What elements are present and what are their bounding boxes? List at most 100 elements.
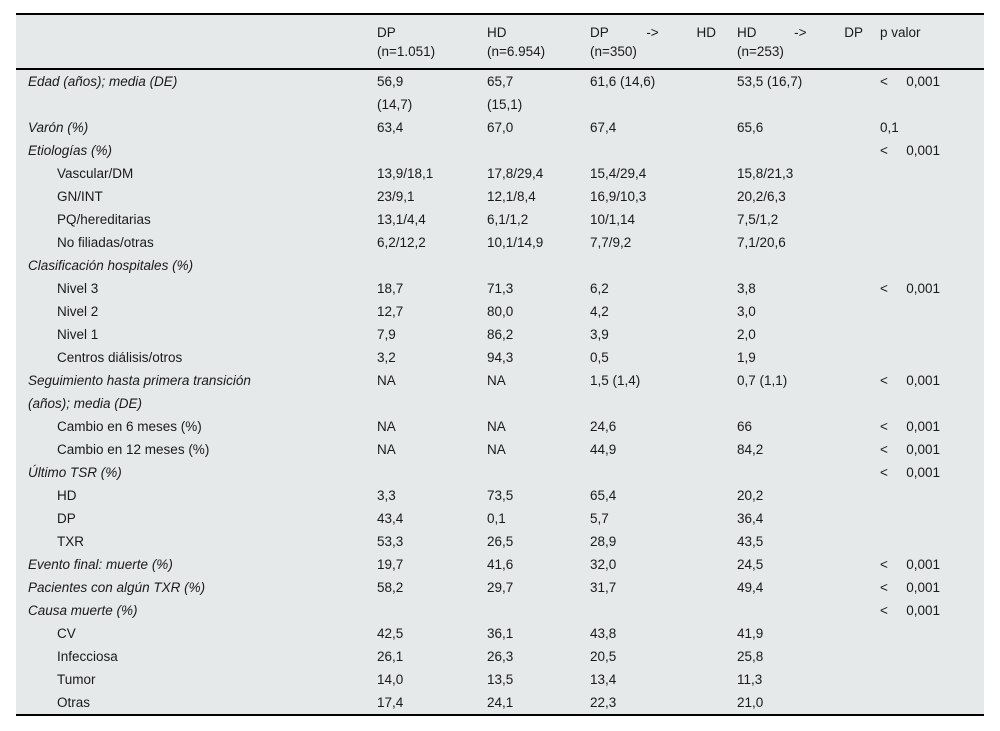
cell-p xyxy=(880,691,984,715)
table-row: Seguimiento hasta primera transición (añ… xyxy=(16,369,984,415)
cell-dp-hd xyxy=(590,461,737,484)
cell-dp: 6,2/12,2 xyxy=(377,235,426,250)
p-value: 0,1 xyxy=(880,120,899,135)
row-label: Edad (años); media (DE) xyxy=(28,74,178,89)
cell-hd: 94,3 xyxy=(487,350,514,365)
table-row: Varón (%) 63,4 67,0 67,4 65,6 0,1 xyxy=(16,116,984,139)
row-label: Evento final: muerte (%) xyxy=(28,557,173,572)
cell-p: < 0,001 xyxy=(880,553,984,576)
cell-p xyxy=(880,254,984,277)
cell-dp: 42,5 xyxy=(377,626,404,641)
table-row: Otras 17,4 24,1 22,3 21,0 xyxy=(16,691,984,715)
cell-dp: 3,3 xyxy=(377,488,396,503)
cell-hd-dp: 25,8 xyxy=(737,649,764,664)
p-value: < 0,001 xyxy=(880,281,940,296)
cell-hd: 12,1/8,4 xyxy=(487,189,536,204)
cell-hd: 67,0 xyxy=(487,120,514,135)
row-label: PQ/hereditarias xyxy=(57,212,151,227)
cell-dp-hd: 5,7 xyxy=(590,511,609,526)
cell-hd-dp xyxy=(737,599,880,622)
cell-hd-dp: 7,1/20,6 xyxy=(737,235,786,250)
table-row: TXR 53,3 26,5 28,9 43,5 xyxy=(16,530,984,553)
cell-dp: 58,2 xyxy=(377,580,404,595)
cell-p: < 0,001 xyxy=(880,576,984,599)
p-value: < 0,001 xyxy=(880,580,940,595)
row-label: TXR xyxy=(57,534,84,549)
table-row: No filiadas/otras 6,2/12,2 10,1/14,9 7,7… xyxy=(16,231,984,254)
cell-hd-dp: 20,2/6,3 xyxy=(737,189,786,204)
table-row: Pacientes con algún TXR (%) 58,2 29,7 31… xyxy=(16,576,984,599)
p-value: < 0,001 xyxy=(880,373,940,388)
row-label: Clasificación hospitales (%) xyxy=(28,258,194,273)
cell-dp-hd: 31,7 xyxy=(590,580,617,595)
cell-hd-dp: 43,5 xyxy=(737,534,764,549)
row-label: Pacientes con algún TXR (%) xyxy=(28,580,206,595)
row-label: Varón (%) xyxy=(28,120,89,135)
cell-hd-dp: 53,5 (16,7) xyxy=(737,74,803,89)
column-header-dp-to-hd: DP -> HD (n=350) xyxy=(590,14,737,70)
cell-hd: 10,1/14,9 xyxy=(487,235,544,250)
cell-dp-hd: 7,7/9,2 xyxy=(590,235,632,250)
cell-dp xyxy=(377,461,487,484)
cell-dp-hd: 61,6 (14,6) xyxy=(590,74,656,89)
cell-hd: 86,2 xyxy=(487,327,514,342)
table-row: Cambio en 12 meses (%) NA NA 44,9 84,2 <… xyxy=(16,438,984,461)
row-label: Nivel 1 xyxy=(57,327,99,342)
cell-dp-hd: 43,8 xyxy=(590,626,617,641)
cell-hd: 26,3 xyxy=(487,649,514,664)
cell-dp: 17,4 xyxy=(377,695,404,710)
row-label: Cambio en 12 meses (%) xyxy=(57,442,210,457)
table-row: Cambio en 6 meses (%) NA NA 24,6 66 < 0,… xyxy=(16,415,984,438)
cell-hd: 71,3 xyxy=(487,281,514,296)
cell-dp: 14,0 xyxy=(377,672,404,687)
cell-dp: 18,7 xyxy=(377,281,404,296)
cell-dp-hd: 22,3 xyxy=(590,695,617,710)
p-value: < 0,001 xyxy=(880,557,940,572)
row-label: No filiadas/otras xyxy=(57,235,154,250)
cell-dp-hd: 13,4 xyxy=(590,672,617,687)
cell-p xyxy=(880,484,984,507)
table-row: CV 42,5 36,1 43,8 41,9 xyxy=(16,622,984,645)
cell-p xyxy=(880,300,984,323)
table-row: Centros diálisis/otros 3,2 94,3 0,5 1,9 xyxy=(16,346,984,369)
cell-dp: NA xyxy=(377,373,396,388)
header-row: DP (n=1.051) HD (n=6.954) DP -> HD (n=35… xyxy=(16,14,984,70)
column-header-dp-n: (n=1.051) xyxy=(377,44,436,59)
cell-hd-dp xyxy=(737,254,880,277)
p-value: < 0,001 xyxy=(880,74,940,89)
table-row: Nivel 2 12,7 80,0 4,2 3,0 xyxy=(16,300,984,323)
cell-dp: 12,7 xyxy=(377,304,404,319)
row-label: Infecciosa xyxy=(57,649,118,664)
column-header-dp-to-hd-name: DP -> HD xyxy=(590,25,716,40)
cell-dp-hd xyxy=(590,254,737,277)
table-row: Nivel 3 18,7 71,3 6,2 3,8 < 0,001 xyxy=(16,277,984,300)
table-row: Edad (años); media (DE) 56,9 (14,7) 65,7… xyxy=(16,69,984,116)
cell-hd-dp: 21,0 xyxy=(737,695,764,710)
cell-dp-hd: 4,2 xyxy=(590,304,609,319)
cell-hd: 73,5 xyxy=(487,488,514,503)
cell-hd-dp: 36,4 xyxy=(737,511,764,526)
cell-p xyxy=(880,668,984,691)
cell-hd: 17,8/29,4 xyxy=(487,166,544,181)
cell-dp-hd: 20,5 xyxy=(590,649,617,664)
row-label: Vascular/DM xyxy=(57,166,134,181)
cell-dp xyxy=(377,254,487,277)
cell-hd-dp: 66 xyxy=(737,419,753,434)
cell-p xyxy=(880,622,984,645)
cell-hd: 0,1 xyxy=(487,511,506,526)
row-label: Tumor xyxy=(57,672,96,687)
cell-hd-dp: 20,2 xyxy=(737,488,764,503)
cell-dp: 26,1 xyxy=(377,649,404,664)
cell-dp-hd: 24,6 xyxy=(590,419,617,434)
cell-p: < 0,001 xyxy=(880,438,984,461)
table-row: Etiologías (%) < 0,001 xyxy=(16,139,984,162)
row-label: Centros diálisis/otros xyxy=(57,350,183,365)
table-row: Infecciosa 26,1 26,3 20,5 25,8 xyxy=(16,645,984,668)
cell-p xyxy=(880,231,984,254)
table-row: Causa muerte (%) < 0,001 xyxy=(16,599,984,622)
table-row: HD 3,3 73,5 65,4 20,2 xyxy=(16,484,984,507)
p-value: < 0,001 xyxy=(880,143,940,158)
cell-dp: 56,9 (14,7) xyxy=(377,74,413,112)
cell-dp: 63,4 xyxy=(377,120,404,135)
cell-hd-dp: 11,3 xyxy=(737,672,763,687)
